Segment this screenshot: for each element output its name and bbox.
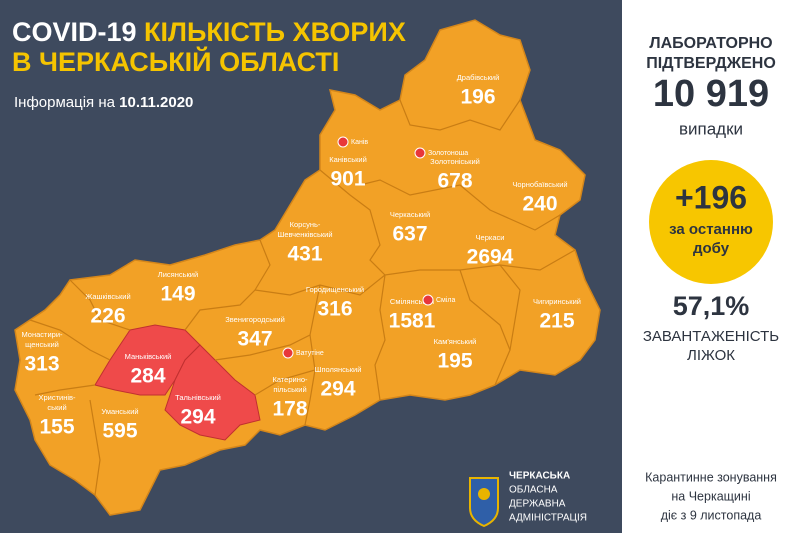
region-value: 284 bbox=[130, 365, 165, 388]
region-value: 2694 bbox=[467, 246, 514, 269]
title-part: COVID-19 bbox=[12, 17, 144, 47]
region-name: пільський bbox=[273, 385, 306, 394]
region-value: 149 bbox=[160, 283, 195, 306]
region-name: Лисянський bbox=[158, 270, 198, 279]
region-value: 240 bbox=[522, 193, 557, 216]
region-red bbox=[94, 324, 201, 396]
region-value: 313 bbox=[24, 353, 59, 376]
quarantine-note: на Черкащині bbox=[671, 489, 750, 503]
region-red bbox=[164, 344, 261, 441]
region-name: Черкаський bbox=[390, 210, 430, 219]
cities: Канів Золотоноша Сміла Ватутіне bbox=[282, 136, 468, 359]
city-dot bbox=[337, 136, 349, 148]
region-value: 1581 bbox=[389, 310, 436, 333]
subtitle-text: Інформація на bbox=[14, 94, 119, 111]
emblem bbox=[469, 477, 499, 528]
region-value: 195 bbox=[437, 350, 472, 373]
region-value: 637 bbox=[392, 223, 427, 246]
new-cases-label: за останню bbox=[669, 221, 753, 238]
stat-unit: випадки bbox=[679, 119, 743, 138]
region-name: Корсунь- bbox=[290, 220, 321, 229]
region-name: Уманський bbox=[101, 407, 138, 416]
region-value: 196 bbox=[460, 86, 495, 109]
subtitle: Інформація на 10.11.2020 bbox=[14, 94, 193, 111]
logo-text: ОБЛАСНА bbox=[509, 485, 558, 496]
region-name: Жашківський bbox=[85, 292, 130, 301]
region-value: 595 bbox=[102, 420, 137, 443]
region-name: Кам'янський bbox=[434, 337, 477, 346]
region-name: Чорнобаївський bbox=[512, 180, 567, 189]
occupancy-label: ЛІЖОК bbox=[687, 347, 735, 364]
occupancy-label: ЗАВАНТАЖЕНІСТЬ bbox=[643, 328, 779, 345]
quarantine-note: Карантинне зонування bbox=[645, 470, 777, 484]
region-name: Катерино- bbox=[272, 375, 308, 384]
region-borders bbox=[29, 99, 576, 496]
city-dot bbox=[282, 347, 294, 359]
regions: Драбівський196Канівський901Золотоніський… bbox=[21, 73, 581, 443]
city-name: Канів bbox=[351, 138, 368, 146]
region-name: Городищенський bbox=[306, 285, 364, 294]
region-name: Звенигородський bbox=[225, 315, 285, 324]
region-value: 294 bbox=[320, 378, 355, 401]
region-name: Золотоніський bbox=[430, 157, 480, 166]
region-name: Черкаси bbox=[476, 233, 505, 242]
title-part: КІЛЬКІСТЬ ХВОРИХ bbox=[144, 17, 406, 47]
region-name: ський bbox=[47, 403, 66, 412]
logo-text: АДМІНІСТРАЦІЯ bbox=[509, 513, 587, 524]
region-value: 294 bbox=[180, 406, 215, 429]
region-name: Монастири- bbox=[21, 330, 63, 339]
region-value: 431 bbox=[287, 243, 322, 266]
region-name: Христинів- bbox=[38, 393, 76, 402]
region-name: Канівський bbox=[329, 155, 367, 164]
region-value: 347 bbox=[237, 328, 272, 351]
stat-label: ЛАБОРАТОРНО bbox=[649, 35, 772, 52]
logo-text: ЧЕРКАСЬКА bbox=[509, 471, 570, 482]
region-name: Маньківський bbox=[125, 352, 172, 361]
stat-label: ПІДТВЕРДЖЕНО bbox=[646, 55, 776, 72]
region-value: 226 bbox=[90, 305, 125, 328]
region-value: 155 bbox=[39, 416, 74, 439]
city-name: Ватутіне bbox=[296, 349, 324, 357]
occupancy-value: 57,1% bbox=[673, 291, 750, 321]
region-name: Шполянський bbox=[315, 365, 362, 374]
title-line: В ЧЕРКАСЬКІЙ ОБЛАСТІ bbox=[12, 46, 339, 77]
region-name: Тальнівський bbox=[175, 393, 221, 402]
region-value: 178 bbox=[272, 398, 307, 421]
subtitle-date: 10.11.2020 bbox=[119, 94, 193, 111]
quarantine-note: діє з 9 листопада bbox=[661, 508, 762, 522]
region-name: Смілянський bbox=[390, 297, 434, 306]
region-value: 678 bbox=[437, 170, 472, 193]
city-name: Золотоноша bbox=[428, 150, 468, 157]
region-name: Шевченківський bbox=[277, 230, 332, 239]
new-cases-value: +196 bbox=[675, 179, 747, 215]
region-name: щенський bbox=[25, 340, 59, 349]
region-value: 316 bbox=[317, 298, 352, 321]
stat-value: 10 919 bbox=[653, 73, 769, 115]
region-value: 901 bbox=[330, 168, 365, 191]
city-dot bbox=[422, 294, 434, 306]
region-name: Драбівський bbox=[457, 73, 500, 82]
city-dot bbox=[414, 147, 426, 159]
title-line: COVID-19 КІЛЬКІСТЬ ХВОРИХ bbox=[12, 17, 406, 47]
new-cases-label: добу bbox=[693, 240, 730, 257]
region-name: Чигиринський bbox=[533, 297, 581, 306]
city-name: Сміла bbox=[436, 296, 456, 304]
new-cases-circle bbox=[649, 160, 773, 284]
region-value: 215 bbox=[539, 310, 574, 333]
logo-text: ДЕРЖАВНА bbox=[509, 499, 566, 510]
